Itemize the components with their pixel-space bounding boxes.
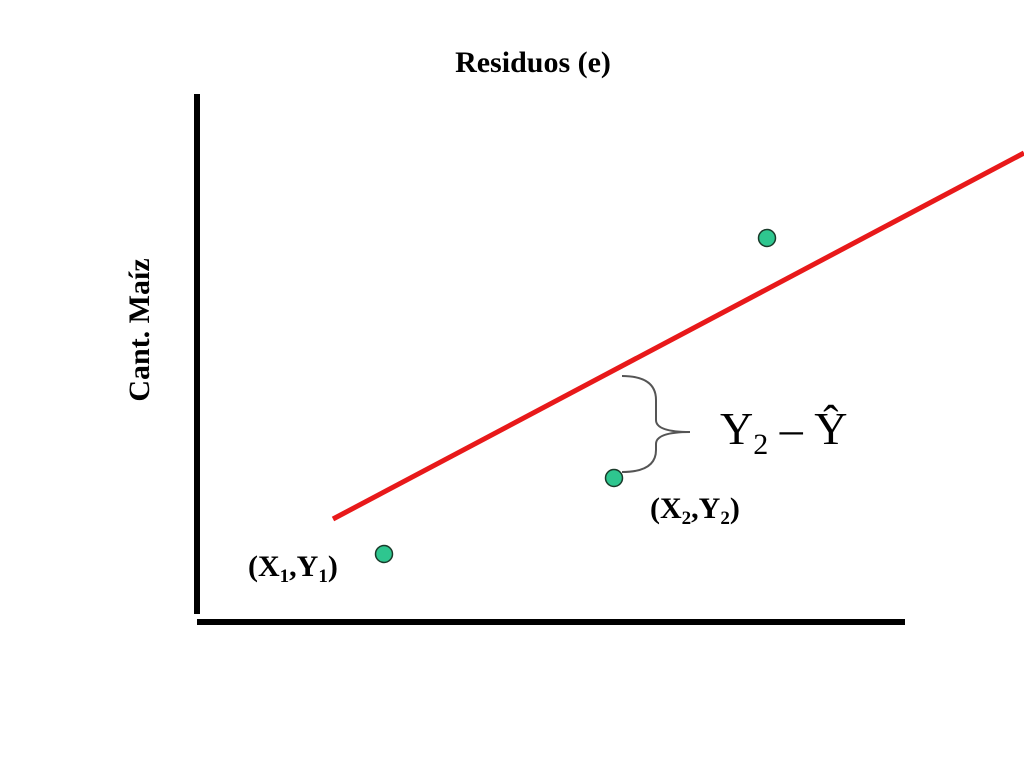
data-point [757, 228, 777, 248]
point-label-part: (X [248, 550, 280, 583]
point-label-subscript: 1 [318, 566, 328, 587]
point-label-part: (X [650, 492, 682, 525]
point-label-subscript: 2 [682, 508, 692, 529]
title: Residuos (e) [455, 46, 611, 79]
point-label-part: ) [730, 492, 740, 525]
data-point [374, 544, 394, 564]
y-axis-label: Cant. Maíz [123, 258, 156, 401]
residual-label-part: – Ŷ [768, 403, 847, 454]
regression-line [331, 150, 1024, 522]
point-label: (X1,Y1) [248, 550, 338, 587]
residual-label: Y2 – Ŷ [720, 403, 847, 461]
point-label-part: ,Y [289, 550, 319, 583]
point-label-part: ,Y [691, 492, 721, 525]
point-label-subscript: 2 [720, 508, 730, 529]
residual-label-subscript: 2 [753, 428, 768, 461]
data-point [604, 468, 624, 488]
point-label-part: ) [328, 550, 338, 583]
point-label: (X2,Y2) [650, 492, 740, 529]
residual-brace [621, 375, 691, 473]
point-label-subscript: 1 [280, 566, 290, 587]
residual-label-part: Y [720, 403, 753, 454]
